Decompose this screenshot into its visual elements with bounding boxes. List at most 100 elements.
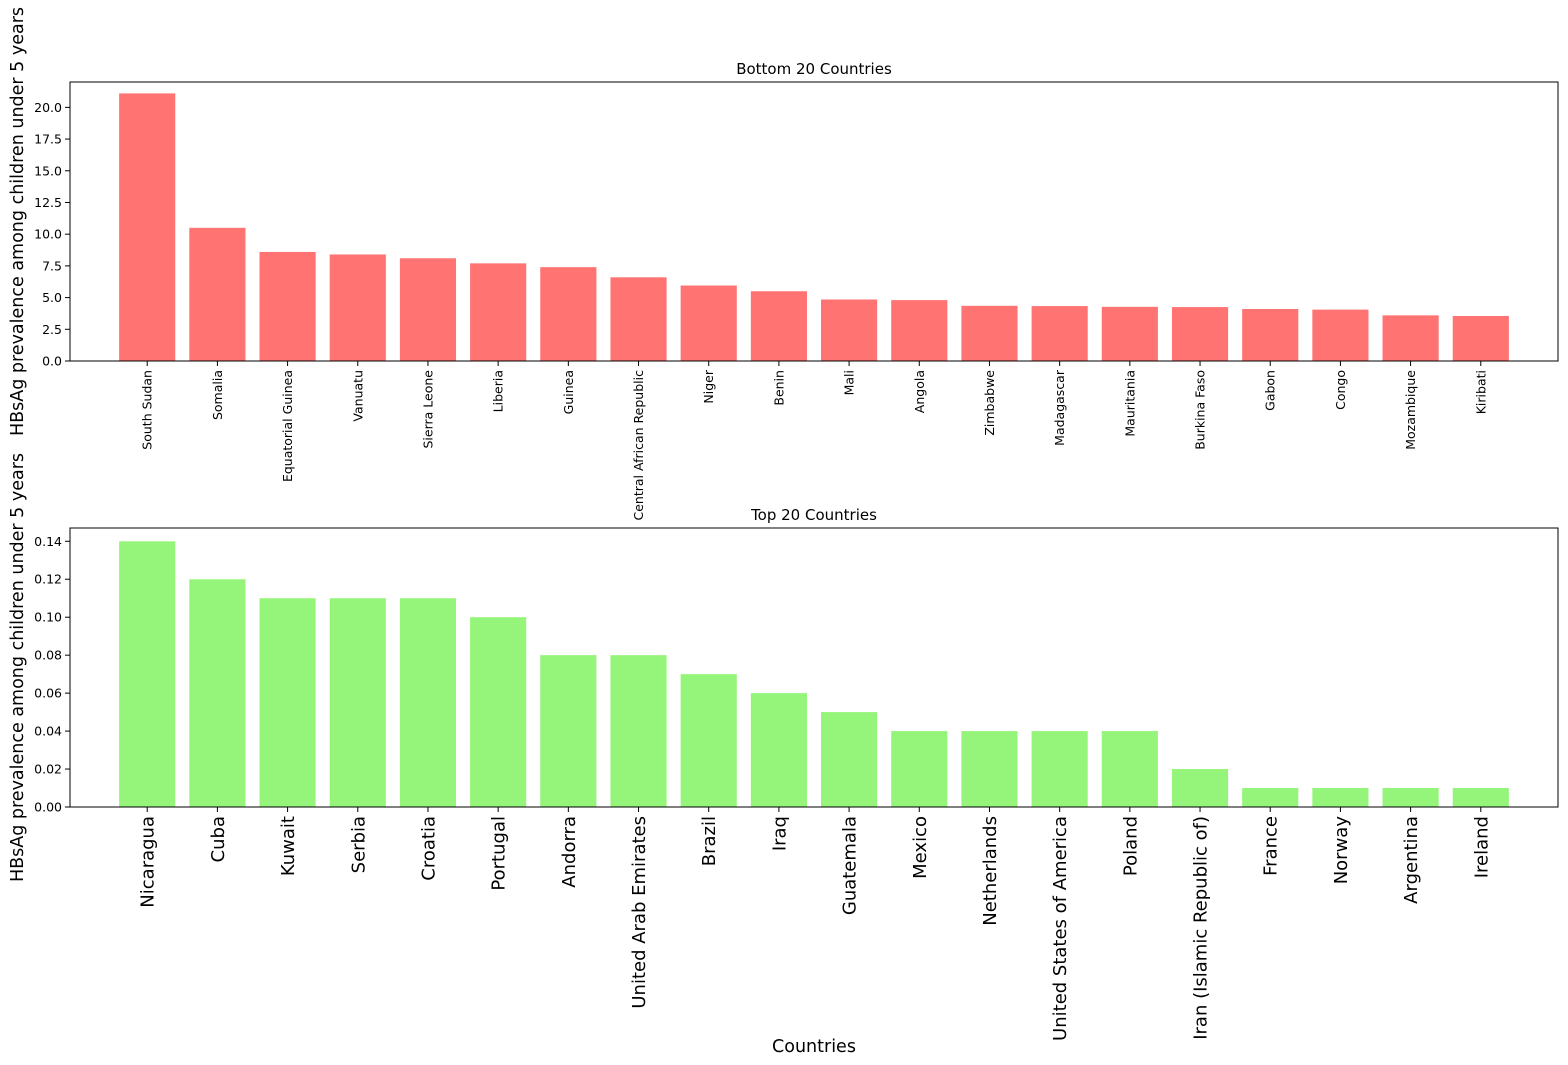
y-tick-label: 12.5 <box>34 195 62 210</box>
x-axis-label: Countries <box>772 1037 856 1057</box>
x-tick-label: Burkina Faso <box>1193 370 1208 450</box>
y-tick-label: 2.5 <box>42 322 62 337</box>
x-tick-label: Poland <box>1120 816 1141 876</box>
x-tick-label: Iraq <box>769 816 790 851</box>
x-tick-label: Iran (Islamic Republic of) <box>1191 816 1212 1040</box>
bar-gabon <box>1242 309 1299 361</box>
bar-guinea <box>540 267 597 361</box>
bar-liberia <box>470 263 527 361</box>
x-tick-label: United Arab Emirates <box>629 816 650 1009</box>
bar-croatia <box>399 598 457 807</box>
bar-poland <box>1101 731 1158 807</box>
axes-frame <box>69 81 1559 362</box>
chart-title: Top 20 Countries <box>750 506 877 524</box>
x-tick-label: Cuba <box>208 816 229 862</box>
x-tick-label: Mexico <box>910 816 931 879</box>
x-tick-label: Andorra <box>559 816 580 888</box>
bar-mozambique <box>1382 315 1439 361</box>
x-tick-label: Mauritania <box>1122 370 1137 437</box>
x-tick-label: Serbia <box>348 816 369 873</box>
x-tick-label: South Sudan <box>140 370 155 450</box>
bar-kiribati <box>1452 315 1509 361</box>
x-tick-label: Madagascar <box>1052 369 1067 446</box>
y-tick-label: 0.00 <box>34 800 62 815</box>
x-tick-label: Netherlands <box>980 816 1001 926</box>
x-tick-label: Central African Republic <box>631 370 646 521</box>
bar-mauritania <box>1101 306 1158 361</box>
x-tick-label: Liberia <box>491 370 506 412</box>
bar-portugal <box>470 617 527 807</box>
chart-title: Bottom 20 Countries <box>736 60 892 78</box>
x-tick-label: Brazil <box>699 816 720 866</box>
x-tick-label: Benin <box>771 370 786 406</box>
bar-united-arab-emirates <box>610 655 667 807</box>
y-axis-label: HBsAg prevalence among children under 5 … <box>8 453 28 882</box>
x-tick-label: Angola <box>912 370 927 413</box>
bar-andorra <box>540 655 597 807</box>
x-tick-label: Kiribati <box>1473 370 1488 414</box>
bar-niger <box>680 285 737 361</box>
x-tick-label: Argentina <box>1401 816 1422 904</box>
y-axis-label: HBsAg prevalence among children under 5 … <box>8 7 28 436</box>
bar-somalia <box>189 227 246 361</box>
y-tick-label: 0.02 <box>34 762 62 777</box>
bar-serbia <box>329 598 386 807</box>
bar-nicaragua <box>119 541 176 807</box>
bar-norway <box>1312 788 1369 807</box>
y-tick-label: 0.06 <box>34 686 62 701</box>
x-tick-label: Sierra Leone <box>420 370 435 449</box>
chart-panel-2: 0.00 0.02 0.04 0.06 0.08 0.10 0.12 0.14 Nicaragu… <box>8 453 1559 1057</box>
y-tick-label: 20.0 <box>34 100 62 115</box>
axes-frame <box>69 527 1559 808</box>
bar-argentina <box>1382 788 1439 807</box>
bar-congo <box>1312 309 1369 361</box>
bar-angola <box>891 300 948 361</box>
x-tick-label: Nicaragua <box>138 816 159 908</box>
bar-central-african-republic <box>610 277 667 361</box>
y-tick-label: 0.04 <box>34 724 62 739</box>
bar-sierra-leone <box>399 258 457 361</box>
x-tick-label: United States of America <box>1050 816 1071 1041</box>
y-tick-label: 0.0 <box>42 354 62 369</box>
y-tick-label: 15.0 <box>34 163 62 178</box>
chart-panel-1: 0.0 2.5 5.0 7.5 10.0 12.5 15.0 17.5 20.0 South Su… <box>8 7 1559 521</box>
bar-iraq <box>750 693 807 807</box>
bar-mali <box>821 299 878 361</box>
x-tick-label: France <box>1261 816 1282 876</box>
x-tick-label: Zimbabwe <box>982 370 997 436</box>
x-tick-label: Mozambique <box>1403 370 1418 450</box>
x-tick-label: Equatorial Guinea <box>280 370 295 482</box>
x-tick-label: Kuwait <box>278 816 299 876</box>
bar-iran-islamic-republic-of- <box>1171 769 1229 807</box>
y-tick-label: 0.14 <box>34 534 62 549</box>
x-tick-label: Niger <box>701 369 716 403</box>
bar-south-sudan <box>119 93 176 361</box>
x-tick-label: Congo <box>1333 370 1348 410</box>
bar-mexico <box>891 731 948 807</box>
y-tick-label: 0.10 <box>34 610 62 625</box>
y-tick-label: 0.08 <box>34 648 62 663</box>
bar-vanuatu <box>329 254 386 361</box>
bar-zimbabwe <box>961 305 1018 361</box>
y-tick-label: 5.0 <box>42 290 62 305</box>
y-tick-label: 0.12 <box>34 572 62 587</box>
x-tick-label: Vanuatu <box>350 370 365 422</box>
x-tick-label: Guinea <box>561 370 576 414</box>
y-tick-label: 10.0 <box>34 227 62 242</box>
x-tick-label: Mali <box>842 370 857 395</box>
bar-brazil <box>680 674 737 807</box>
x-tick-label: Ireland <box>1471 816 1492 878</box>
bar-kuwait <box>259 598 316 807</box>
bar-benin <box>750 291 807 361</box>
bar-united-states-of-america <box>1031 731 1088 807</box>
x-tick-label: Gabon <box>1263 370 1278 411</box>
bar-cuba <box>189 579 246 807</box>
bar-ireland <box>1452 788 1509 807</box>
bar-netherlands <box>961 731 1018 807</box>
bar-equatorial-guinea <box>259 251 316 361</box>
bar-france <box>1242 788 1299 807</box>
x-tick-label: Guatemala <box>840 816 861 915</box>
x-tick-label: Somalia <box>210 370 225 420</box>
